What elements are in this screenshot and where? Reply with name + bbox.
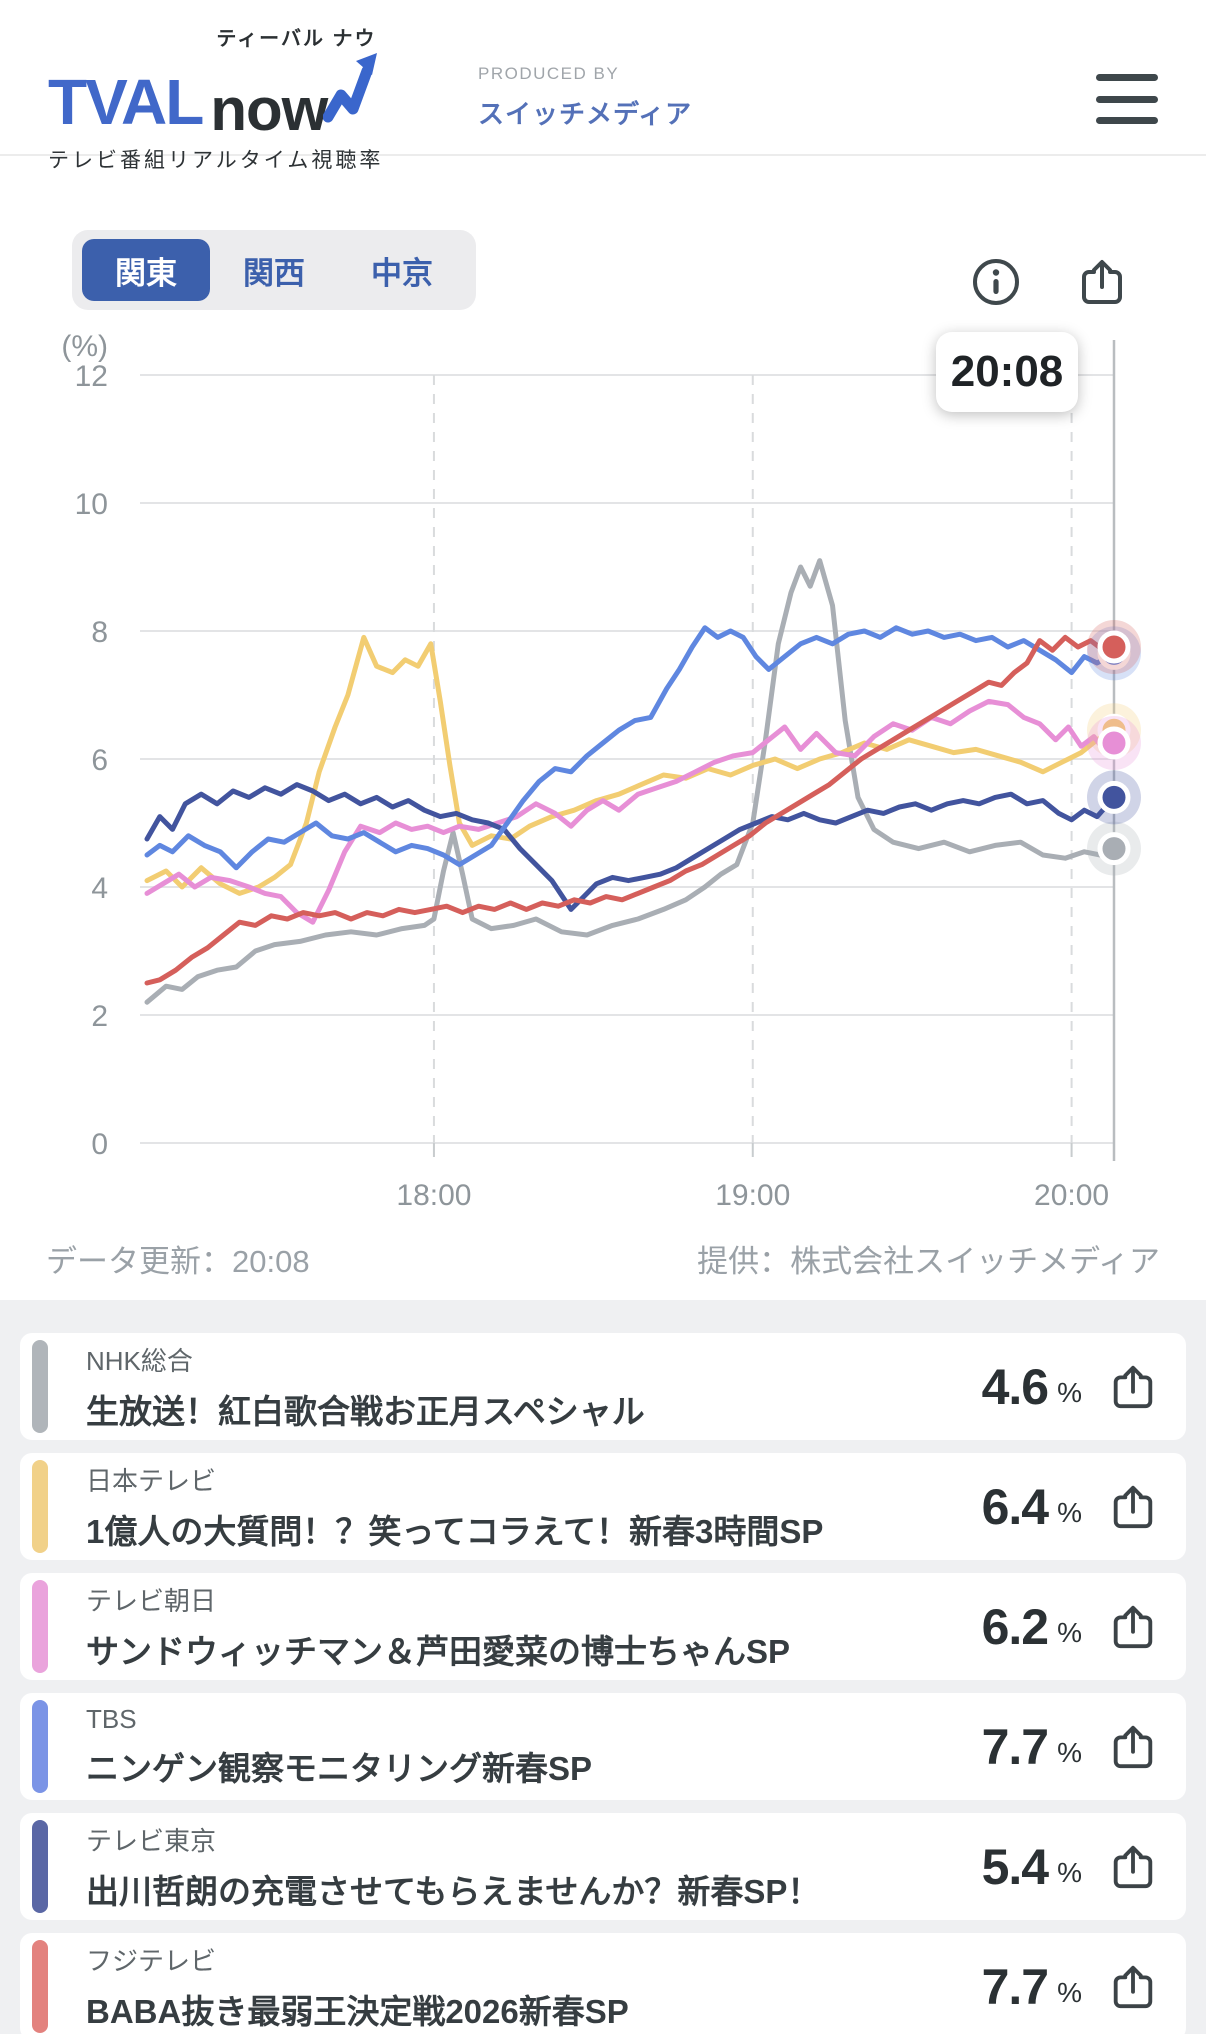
program-title: 出川哲朗の充電させてもらえませんか？新春SP！ <box>86 1872 821 1910</box>
app-header: TVAL ティーバル ナウ now テレビ番組リアルタイム視聴率 <box>0 0 1206 172</box>
channel-name: NHK総合 <box>86 1345 193 1376</box>
program-title: 生放送！紅白歌合戦お正月スペシャル <box>86 1392 645 1430</box>
tab-kanto[interactable]: 関東 <box>82 239 210 301</box>
program-row-tx: テレビ東京 出川哲朗の充電させてもらえませんか？新春SP！ 5.4 % <box>20 1813 1186 1920</box>
chart-footer: データ更新：20:08 提供：株式会社スイッチメディア <box>0 1236 1206 1281</box>
share-icon[interactable] <box>1108 1722 1158 1772</box>
svg-text:2: 2 <box>91 1000 108 1033</box>
rating-unit: % <box>1057 1976 1082 2008</box>
program-title: 1億人の大質問！？笑ってコラえて！新春3時間SP <box>86 1512 824 1550</box>
logo-now-text: now <box>210 76 328 144</box>
svg-text:12: 12 <box>75 360 108 393</box>
program-info: フジテレビ BABA抜き最弱王決定戦2026新春SP <box>86 1941 629 2033</box>
rating-value: 7.7 <box>981 1958 1050 2015</box>
share-icon[interactable] <box>1108 1482 1158 1532</box>
program-title: BABA抜き最弱王決定戦2026新春SP <box>86 1992 629 2030</box>
channel-name: 日本テレビ <box>86 1465 217 1496</box>
share-icon[interactable] <box>1076 256 1128 308</box>
program-title: ニンゲン観察モニタリング新春SP <box>86 1749 593 1787</box>
rating-cluster: 5.4 % <box>982 1838 1186 1896</box>
rating-unit: % <box>1057 1376 1082 1408</box>
program-row-nhk: NHK総合 生放送！紅白歌合戦お正月スペシャル 4.6 % <box>20 1333 1186 1440</box>
app-logo: TVAL ティーバル ナウ now テレビ番組リアルタイム視聴率 <box>48 22 383 174</box>
channel-color-bar <box>32 1580 48 1673</box>
program-info: 日本テレビ 1億人の大質問！？笑ってコラえて！新春3時間SP <box>86 1461 823 1553</box>
producer-name: スイッチメディア <box>478 99 693 129</box>
logo-tval-text: TVAL <box>48 66 204 138</box>
program-list: NHK総合 生放送！紅白歌合戦お正月スペシャル 4.6 % 日本テレビ 1億人の… <box>0 1300 1206 2034</box>
chart-actions <box>970 256 1128 308</box>
rating-cluster: 7.7 % <box>982 1958 1186 2016</box>
region-tab-bar: 関東 関西 中京 <box>72 230 476 310</box>
rating-cluster: 6.2 % <box>982 1598 1186 1656</box>
channel-color-bar <box>32 1460 48 1553</box>
svg-text:18:00: 18:00 <box>396 1179 471 1212</box>
share-icon[interactable] <box>1108 1602 1158 1652</box>
rating-unit: % <box>1057 1736 1082 1768</box>
info-icon[interactable] <box>970 256 1022 308</box>
program-row-ex: テレビ朝日 サンドウィッチマン＆芦田愛菜の博士ちゃんSP 6.2 % <box>20 1573 1186 1680</box>
rating-unit: % <box>1057 1856 1082 1888</box>
svg-text:6: 6 <box>91 744 108 777</box>
menu-icon[interactable] <box>1096 74 1158 124</box>
channel-color-bar <box>32 1820 48 1913</box>
tab-chukyo[interactable]: 中京 <box>338 239 466 301</box>
trend-arrow-icon <box>322 53 378 132</box>
channel-color-bar <box>32 1340 48 1433</box>
channel-name: テレビ東京 <box>86 1825 217 1856</box>
rating-value: 4.6 <box>981 1358 1050 1415</box>
channel-name: テレビ朝日 <box>86 1585 217 1616</box>
program-info: TBS ニンゲン観察モニタリング新春SP <box>86 1704 592 1790</box>
svg-text:(%): (%) <box>61 330 108 363</box>
ratings-chart[interactable]: 0 2 4 6 8 10 12 (%) 18:00 19:00 20:00 20:08 <box>0 330 1206 1230</box>
rating-value: 7.7 <box>981 1718 1050 1775</box>
chart-canvas[interactable]: 0 2 4 6 8 10 12(%) 18:00 19:00 20:00 <box>0 330 1206 1230</box>
rating-value: 5.4 <box>981 1838 1050 1895</box>
rating-unit: % <box>1057 1496 1082 1528</box>
program-info: NHK総合 生放送！紅白歌合戦お正月スペシャル <box>86 1341 645 1433</box>
svg-text:0: 0 <box>91 1128 108 1161</box>
logo-subtitle: テレビ番組リアルタイム視聴率 <box>48 149 384 172</box>
program-info: テレビ東京 出川哲朗の充電させてもらえませんか？新春SP！ <box>86 1821 820 1913</box>
svg-text:20:00: 20:00 <box>1034 1179 1109 1212</box>
program-row-tbs: TBS ニンゲン観察モニタリング新春SP 7.7 % <box>20 1693 1186 1800</box>
rating-value: 6.2 <box>981 1598 1050 1655</box>
program-info: テレビ朝日 サンドウィッチマン＆芦田愛菜の博士ちゃんSP <box>86 1581 790 1673</box>
rating-cluster: 6.4 % <box>982 1478 1186 1536</box>
svg-text:19:00: 19:00 <box>715 1179 790 1212</box>
channel-name: フジテレビ <box>86 1945 217 1976</box>
produced-by-label: PRODUCED BY <box>478 64 620 83</box>
time-cursor-tooltip: 20:08 <box>936 332 1078 412</box>
channel-color-bar <box>32 1700 48 1793</box>
channel-name: TBS <box>86 1703 137 1734</box>
rating-cluster: 4.6 % <box>982 1358 1186 1416</box>
program-title: サンドウィッチマン＆芦田愛菜の博士ちゃんSP <box>86 1632 791 1670</box>
svg-text:8: 8 <box>91 616 108 649</box>
data-provider-label: 提供：株式会社スイッチメディア <box>697 1244 1160 1279</box>
share-icon[interactable] <box>1108 1962 1158 2012</box>
produced-by-block: PRODUCED BY スイッチメディア <box>478 64 692 131</box>
program-row-cx: フジテレビ BABA抜き最弱王決定戦2026新春SP 7.7 % <box>20 1933 1186 2034</box>
rating-unit: % <box>1057 1616 1082 1648</box>
tab-kansai[interactable]: 関西 <box>210 239 338 301</box>
data-updated-label: データ更新：20:08 <box>46 1244 310 1279</box>
share-icon[interactable] <box>1108 1362 1158 1412</box>
channel-color-bar <box>32 1940 48 2033</box>
svg-text:4: 4 <box>91 872 108 905</box>
rating-value: 6.4 <box>981 1478 1050 1535</box>
program-row-ntv: 日本テレビ 1億人の大質問！？笑ってコラえて！新春3時間SP 6.4 % <box>20 1453 1186 1560</box>
rating-cluster: 7.7 % <box>982 1718 1186 1776</box>
svg-text:10: 10 <box>75 488 108 521</box>
share-icon[interactable] <box>1108 1842 1158 1892</box>
logo-ruby-text: ティーバル ナウ <box>216 28 377 50</box>
